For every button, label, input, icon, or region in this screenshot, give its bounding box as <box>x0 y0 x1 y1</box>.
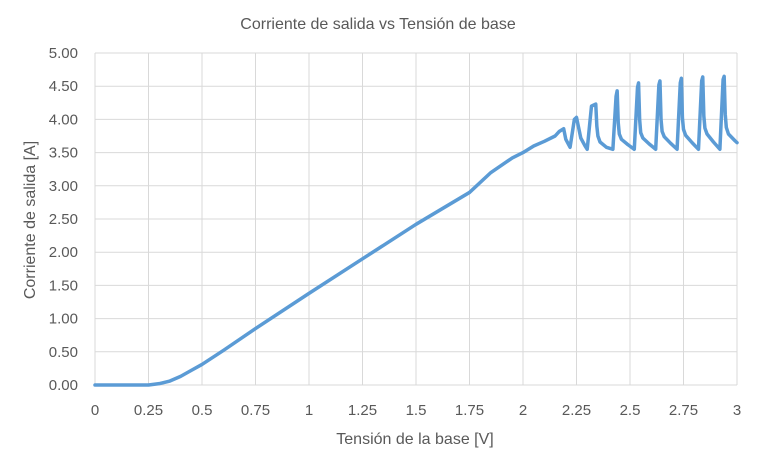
x-tick-label: 2.5 <box>620 402 641 419</box>
y-tick-label: 2.50 <box>49 211 78 228</box>
x-tick-label: 1.5 <box>406 402 427 419</box>
x-tick-label: 1 <box>305 402 313 419</box>
x-tick-label: 0.75 <box>241 402 270 419</box>
y-tick-label: 3.50 <box>49 145 78 162</box>
y-tick-label: 0.00 <box>49 377 78 394</box>
y-tick-label: 4.00 <box>49 111 78 128</box>
y-tick-label: 1.00 <box>49 311 78 328</box>
x-axis-title: Tensión de la base [V] <box>336 431 493 448</box>
x-tick-label: 1.75 <box>455 402 484 419</box>
x-tick-label: 2.25 <box>562 402 591 419</box>
y-tick-label: 1.50 <box>49 277 78 294</box>
y-axis-ticks: 0.00 0.50 1.00 1.50 2.00 2.50 3.00 3.50 4.00 4.50… <box>49 45 78 394</box>
x-tick-label: 0.5 <box>192 402 213 419</box>
x-tick-label: 0 <box>91 402 99 419</box>
x-axis-ticks: 0 0.25 0.5 0.75 1 1.25 1.5 1.75 2 2.25 2.5 2.75 3 <box>91 402 741 419</box>
x-tick-label: 0.25 <box>134 402 163 419</box>
y-axis-title: Corriente de salida [A] <box>22 141 39 299</box>
y-tick-label: 2.00 <box>49 244 78 261</box>
x-tick-label: 1.25 <box>348 402 377 419</box>
x-tick-label: 3 <box>733 402 741 419</box>
x-tick-label: 2.75 <box>669 402 698 419</box>
y-tick-label: 0.50 <box>49 344 78 361</box>
x-tick-label: 2 <box>519 402 527 419</box>
chart-title: Corriente de salida vs Tensión de base <box>240 16 516 33</box>
series-line <box>93 74 739 387</box>
y-tick-label: 3.00 <box>49 178 78 195</box>
y-tick-label: 5.00 <box>49 45 78 62</box>
series-layer <box>93 74 739 387</box>
y-tick-label: 4.50 <box>49 78 78 95</box>
